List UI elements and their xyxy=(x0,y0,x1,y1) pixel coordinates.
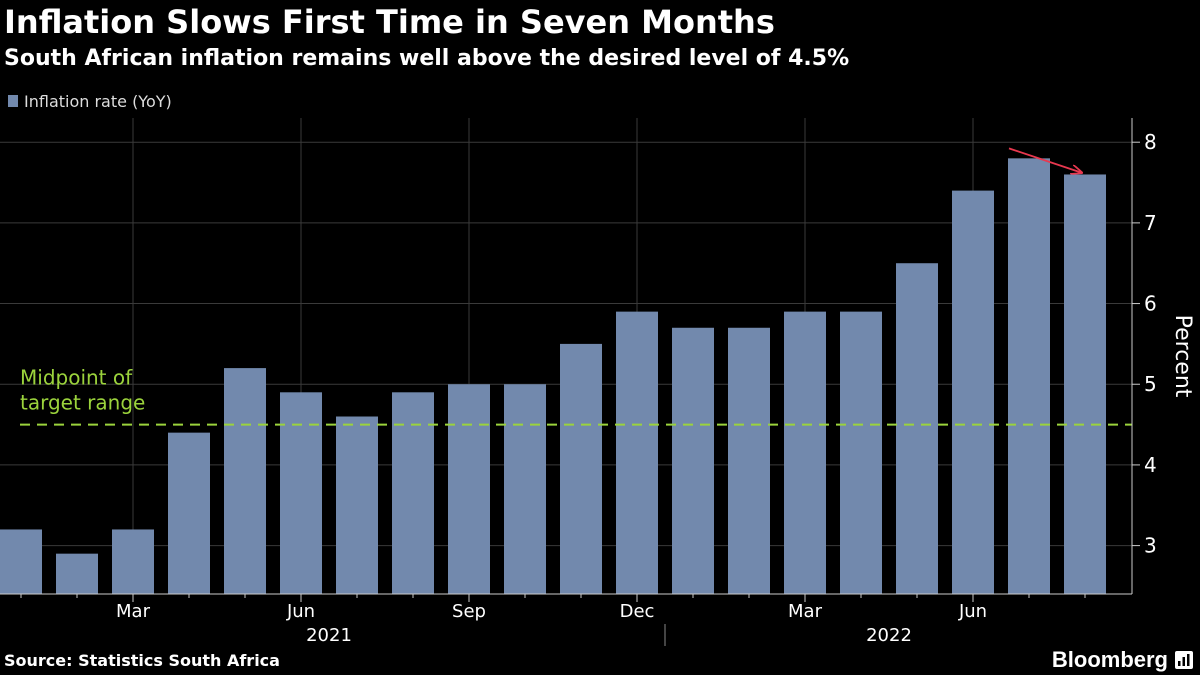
bar xyxy=(224,368,266,594)
bar xyxy=(1064,174,1106,594)
bar xyxy=(336,416,378,594)
bar xyxy=(504,384,546,594)
y-tick-label: 3 xyxy=(1144,534,1157,558)
y-tick-label: 8 xyxy=(1144,130,1157,154)
bloomberg-terminal-icon xyxy=(1175,651,1193,669)
bloomberg-logo: Bloomberg xyxy=(1051,647,1168,672)
bar xyxy=(616,311,658,594)
decline-arrow xyxy=(1008,147,1081,172)
y-tick-label: 7 xyxy=(1144,211,1157,235)
annotation-group xyxy=(1008,147,1081,172)
y-tick-label: 5 xyxy=(1144,372,1157,396)
bar xyxy=(0,529,42,594)
legend-swatch xyxy=(8,95,18,107)
bar xyxy=(784,311,826,594)
x-tick-label: Sep xyxy=(452,601,486,622)
x-tick-label: Dec xyxy=(620,601,655,622)
bar xyxy=(728,327,770,594)
x-tick-label: Jun xyxy=(286,601,315,622)
chart-subtitle: South African inflation remains well abo… xyxy=(4,46,850,71)
x-tick-label: Jun xyxy=(958,601,987,622)
bar xyxy=(1008,158,1050,594)
legend-label: Inflation rate (YoY) xyxy=(24,92,172,111)
x-tick-label: Mar xyxy=(788,601,823,622)
bar xyxy=(560,343,602,594)
bar xyxy=(112,529,154,594)
target-midpoint-label: target range xyxy=(20,391,145,415)
bar xyxy=(840,311,882,594)
bar xyxy=(56,553,98,594)
bar xyxy=(280,392,322,594)
chart-title: Inflation Slows First Time in Seven Mont… xyxy=(4,3,775,41)
bar xyxy=(896,263,938,594)
y-tick-label: 6 xyxy=(1144,292,1157,316)
axes: 3 4 5 6 7 8 Mar Jun Sep Dec Mar Jun 2021 2022 Percent xyxy=(0,118,1195,646)
target-midpoint-label: Midpoint of xyxy=(20,366,133,390)
source-note: Source: Statistics South Africa xyxy=(4,651,280,670)
x-year-label: 2022 xyxy=(866,625,912,646)
bars xyxy=(0,158,1106,594)
y-tick-label: 4 xyxy=(1144,453,1157,477)
x-year-label: 2021 xyxy=(306,625,352,646)
bar xyxy=(168,432,210,594)
x-tick-label: Mar xyxy=(116,601,151,622)
bar xyxy=(392,392,434,594)
y-axis-label: Percent xyxy=(1170,315,1195,398)
bar xyxy=(672,327,714,594)
legend: Inflation rate (YoY) xyxy=(8,92,172,111)
bar xyxy=(448,384,490,594)
bar xyxy=(952,190,994,594)
